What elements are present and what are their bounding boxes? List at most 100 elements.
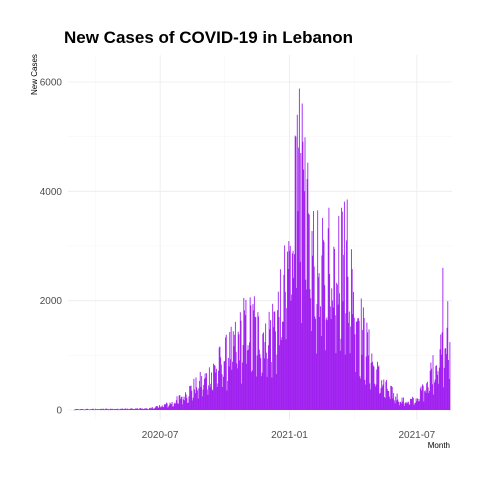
- bar: [445, 348, 447, 410]
- bar: [432, 355, 434, 410]
- bar: [313, 211, 314, 410]
- bar: [78, 409, 80, 411]
- bar: [393, 400, 395, 410]
- bar: [421, 390, 423, 410]
- bar: [168, 405, 170, 410]
- bars: [73, 88, 451, 411]
- bar: [107, 408, 109, 410]
- bar: [123, 409, 125, 410]
- bar: [410, 399, 412, 410]
- y-tick-label: 6000: [40, 78, 63, 89]
- bar: [154, 408, 155, 410]
- bar: [367, 355, 369, 410]
- bar: [228, 366, 230, 410]
- bar: [257, 312, 259, 410]
- bar: [199, 380, 200, 410]
- bar: [225, 337, 226, 410]
- bar: [219, 346, 221, 410]
- bar: [213, 363, 215, 410]
- bar: [175, 400, 177, 410]
- bar: [356, 321, 358, 410]
- bar: [417, 401, 419, 410]
- bar: [438, 383, 440, 410]
- bar: [306, 179, 308, 410]
- bar: [170, 404, 172, 410]
- bar: [408, 404, 410, 410]
- bar: [187, 402, 189, 410]
- x-axis-title: Month: [428, 441, 450, 450]
- bar: [412, 397, 414, 410]
- bar: [297, 211, 299, 410]
- bar: [160, 407, 162, 410]
- bar: [90, 409, 92, 410]
- bar: [239, 360, 241, 410]
- bar: [312, 255, 314, 410]
- bar: [223, 361, 225, 410]
- bar: [238, 334, 240, 410]
- bar: [106, 409, 108, 410]
- bar: [447, 301, 449, 410]
- bar: [290, 300, 292, 410]
- bar: [148, 409, 150, 410]
- bar: [245, 299, 247, 410]
- bar: [110, 408, 112, 410]
- bar: [330, 319, 332, 410]
- bar: [146, 408, 148, 410]
- bar: [414, 403, 416, 410]
- bar: [189, 386, 191, 410]
- bar: [367, 332, 369, 410]
- bar: [381, 386, 383, 410]
- bar: [112, 408, 114, 410]
- bar: [364, 379, 366, 410]
- bar: [125, 408, 127, 410]
- bar: [282, 321, 284, 410]
- bar: [226, 390, 228, 410]
- bar: [389, 399, 391, 410]
- bar: [237, 331, 239, 410]
- bar: [166, 403, 168, 410]
- bar: [445, 354, 447, 410]
- bar: [359, 376, 361, 410]
- bar: [237, 368, 238, 410]
- bar: [205, 377, 207, 410]
- bar: [85, 409, 87, 410]
- bar: [360, 378, 362, 410]
- bar: [443, 367, 445, 410]
- bar: [362, 329, 364, 410]
- bar: [353, 291, 354, 410]
- bar: [115, 409, 117, 410]
- bar: [358, 318, 359, 410]
- bar: [264, 342, 266, 410]
- bar: [142, 408, 143, 410]
- bar: [388, 390, 390, 410]
- bar: [119, 408, 121, 410]
- bar: [436, 365, 437, 410]
- bar: [260, 358, 262, 410]
- bar: [135, 408, 137, 410]
- bar: [379, 392, 381, 410]
- bar: [331, 288, 333, 410]
- bar: [376, 369, 378, 410]
- bar: [161, 405, 163, 410]
- bar: [151, 407, 153, 410]
- bar: [265, 352, 267, 410]
- bar: [250, 305, 252, 410]
- bar: [92, 408, 94, 410]
- bar: [89, 409, 91, 411]
- bar: [449, 342, 451, 410]
- bar: [139, 408, 141, 410]
- bar: [443, 387, 445, 410]
- bar: [118, 409, 120, 411]
- bar: [302, 141, 304, 410]
- bar: [255, 317, 257, 410]
- bar: [362, 307, 364, 410]
- bar: [109, 408, 111, 410]
- bar: [120, 408, 122, 410]
- bar: [267, 358, 269, 410]
- bar: [391, 386, 393, 410]
- bar: [147, 409, 148, 410]
- bar: [192, 397, 194, 410]
- bar: [373, 366, 375, 410]
- bar: [220, 357, 222, 410]
- bar: [216, 386, 218, 410]
